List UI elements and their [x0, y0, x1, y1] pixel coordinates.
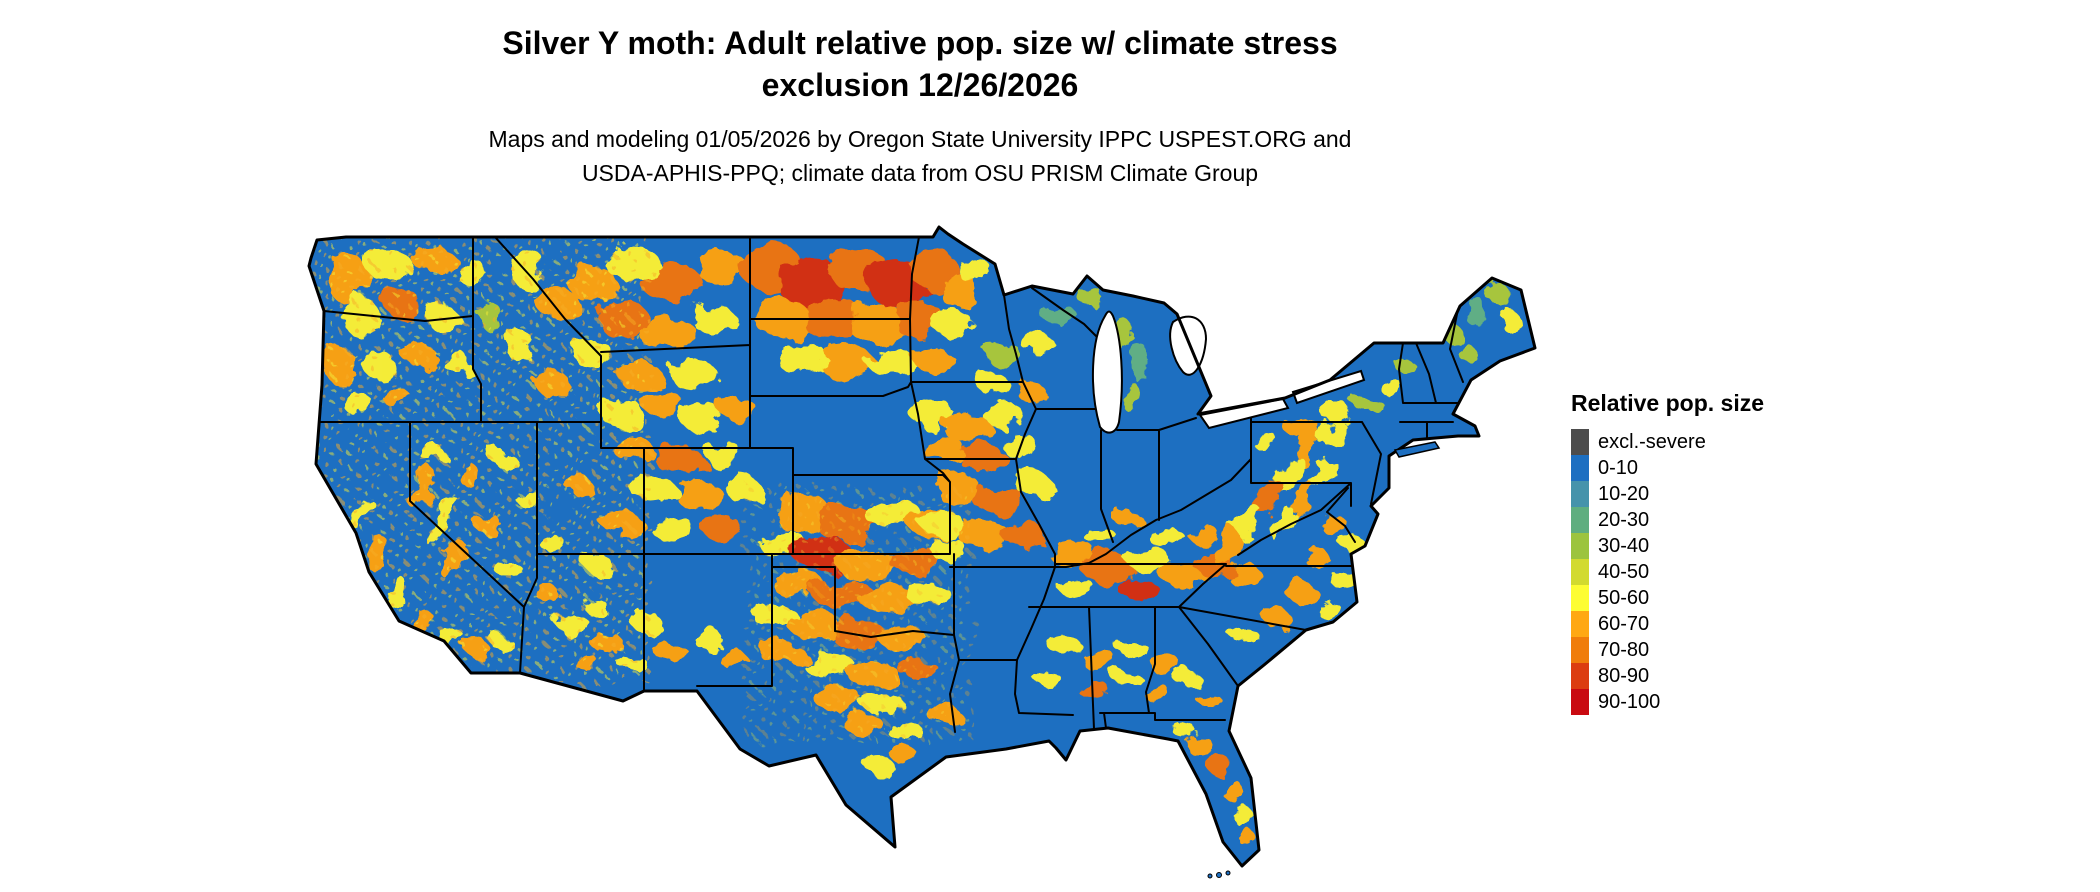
florida-keys	[1207, 870, 1231, 879]
legend-swatch	[1571, 455, 1589, 481]
legend-label: 90-100	[1598, 691, 1661, 713]
title-line-1: Silver Y moth: Adult relative pop. size …	[502, 25, 1338, 61]
legend-label: 10-20	[1598, 483, 1650, 505]
legend-swatch	[1571, 429, 1589, 455]
legend-label: 20-30	[1598, 509, 1650, 531]
legend-swatch	[1571, 507, 1589, 533]
lake-ontario	[1291, 369, 1366, 405]
legend-item: 90-100	[1571, 689, 1764, 715]
legend-item: 30-40	[1571, 533, 1764, 559]
legend-item: 0-10	[1571, 455, 1764, 481]
legend-swatch	[1571, 663, 1589, 689]
us-map-svg	[307, 225, 1537, 879]
legend-label: 60-70	[1598, 613, 1650, 635]
legend-label: 80-90	[1598, 665, 1650, 687]
legend-label: 70-80	[1598, 639, 1650, 661]
legend-swatch	[1571, 559, 1589, 585]
page-title: Silver Y moth: Adult relative pop. size …	[0, 22, 1840, 106]
subtitle-line-1: Maps and modeling 01/05/2026 by Oregon S…	[488, 126, 1352, 152]
legend-item: 50-60	[1571, 585, 1764, 611]
state-borders	[317, 236, 1464, 733]
legend-label: 50-60	[1598, 587, 1650, 609]
legend-item: 10-20	[1571, 481, 1764, 507]
legend-item: 60-70	[1571, 611, 1764, 637]
legend-label: 40-50	[1598, 561, 1650, 583]
us-population-map	[303, 224, 1540, 888]
legend-item: excl.-severe	[1571, 429, 1764, 455]
legend-item: 40-50	[1571, 559, 1764, 585]
legend-label: 0-10	[1598, 457, 1639, 479]
legend-swatch	[1571, 533, 1589, 559]
title-line-2: exclusion 12/26/2026	[761, 67, 1079, 103]
legend-item: 70-80	[1571, 637, 1764, 663]
legend-swatch	[1571, 611, 1589, 637]
legend-swatch	[1571, 637, 1589, 663]
long-island	[1393, 441, 1441, 458]
legend-title: Relative pop. size	[1571, 390, 1765, 416]
legend-swatch	[1571, 689, 1589, 715]
legend-swatch	[1571, 481, 1589, 507]
header: Silver Y moth: Adult relative pop. size …	[0, 22, 1840, 190]
legend-item: 80-90	[1571, 663, 1764, 689]
lake-michigan	[1091, 310, 1123, 434]
legend-items: excl.-severe 0-10 10-20 20-30 30-40 40-50 50-6…	[1571, 429, 1764, 715]
subtitle-line-2: USDA-APHIS-PPQ; climate data from OSU PR…	[581, 160, 1259, 186]
legend-label: excl.-severe	[1598, 431, 1706, 453]
legend-item: 20-30	[1571, 507, 1764, 533]
page-subtitle: Maps and modeling 01/05/2026 by Oregon S…	[0, 122, 1840, 190]
legend-label: 30-40	[1598, 535, 1650, 557]
legend: Relative pop. size excl.-severe 0-10 10-20…	[1571, 390, 1764, 715]
legend-swatch	[1571, 585, 1589, 611]
